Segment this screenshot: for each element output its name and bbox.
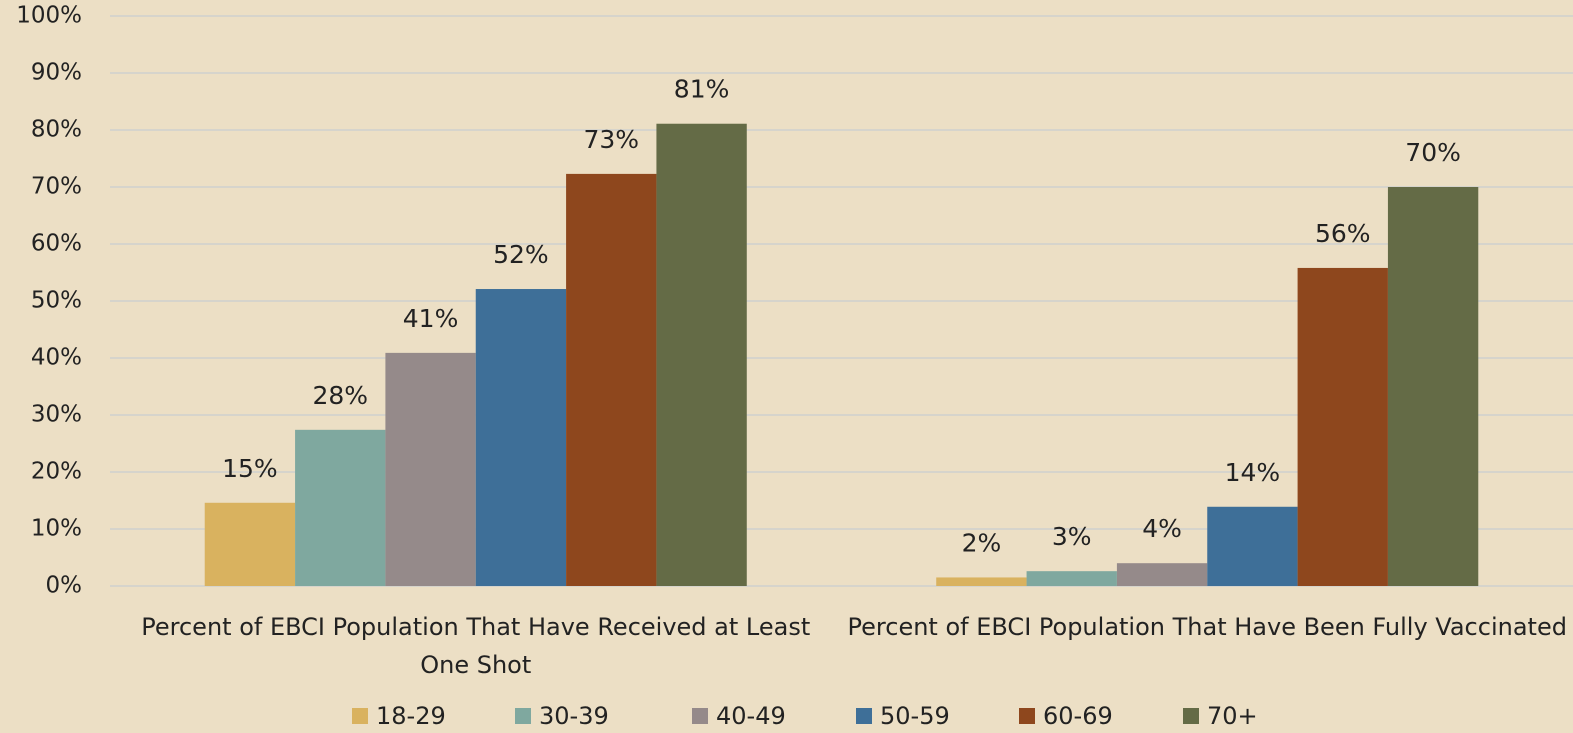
data-label: 14% bbox=[1225, 458, 1281, 487]
legend-swatch bbox=[856, 708, 872, 724]
y-tick-label: 60% bbox=[31, 231, 82, 257]
legend-label: 40-49 bbox=[716, 702, 786, 730]
x-tick-label: Percent of EBCI Population That Have Rec… bbox=[141, 613, 811, 679]
data-label: 28% bbox=[312, 381, 368, 410]
y-tick-label: 0% bbox=[46, 573, 83, 599]
bar bbox=[1387, 187, 1479, 586]
data-label: 70% bbox=[1405, 138, 1461, 167]
bar bbox=[295, 429, 386, 586]
legend-label: 70+ bbox=[1207, 702, 1258, 730]
data-label: 15% bbox=[222, 454, 278, 483]
y-tick-label: 100% bbox=[16, 3, 82, 29]
data-label: 4% bbox=[1142, 514, 1182, 543]
bar bbox=[385, 352, 476, 586]
legend-label: 60-69 bbox=[1043, 702, 1113, 730]
y-tick-label: 10% bbox=[31, 516, 82, 542]
bar bbox=[1026, 571, 1117, 586]
bar bbox=[204, 502, 296, 586]
y-tick-label: 40% bbox=[31, 345, 82, 371]
bar bbox=[656, 123, 747, 586]
legend-swatch bbox=[1019, 708, 1035, 724]
y-tick-label: 80% bbox=[31, 117, 82, 143]
y-tick-label: 30% bbox=[31, 402, 82, 428]
bar bbox=[566, 173, 657, 586]
y-tick-label: 50% bbox=[31, 288, 82, 314]
legend-label: 50-59 bbox=[880, 702, 950, 730]
bar bbox=[1116, 563, 1208, 586]
legend-swatch bbox=[692, 708, 708, 724]
bar bbox=[1297, 267, 1388, 586]
bar bbox=[475, 289, 567, 586]
legend-label: 18-29 bbox=[376, 702, 446, 730]
y-tick-label: 70% bbox=[31, 174, 82, 200]
data-label: 73% bbox=[583, 125, 639, 154]
legend-swatch bbox=[515, 708, 531, 724]
x-tick-label: Percent of EBCI Population That Have Bee… bbox=[847, 613, 1567, 641]
data-label: 81% bbox=[674, 75, 730, 104]
data-label: 56% bbox=[1315, 219, 1371, 248]
y-tick-label: 20% bbox=[31, 459, 82, 485]
data-label: 41% bbox=[403, 304, 459, 333]
data-label: 3% bbox=[1052, 522, 1092, 551]
legend-swatch bbox=[1183, 708, 1199, 724]
legend-swatch bbox=[352, 708, 368, 724]
bar bbox=[936, 577, 1027, 586]
data-label: 52% bbox=[493, 240, 549, 269]
data-label: 2% bbox=[962, 528, 1002, 557]
legend-label: 30-39 bbox=[539, 702, 609, 730]
bar bbox=[1207, 506, 1298, 586]
y-tick-label: 90% bbox=[31, 60, 82, 86]
